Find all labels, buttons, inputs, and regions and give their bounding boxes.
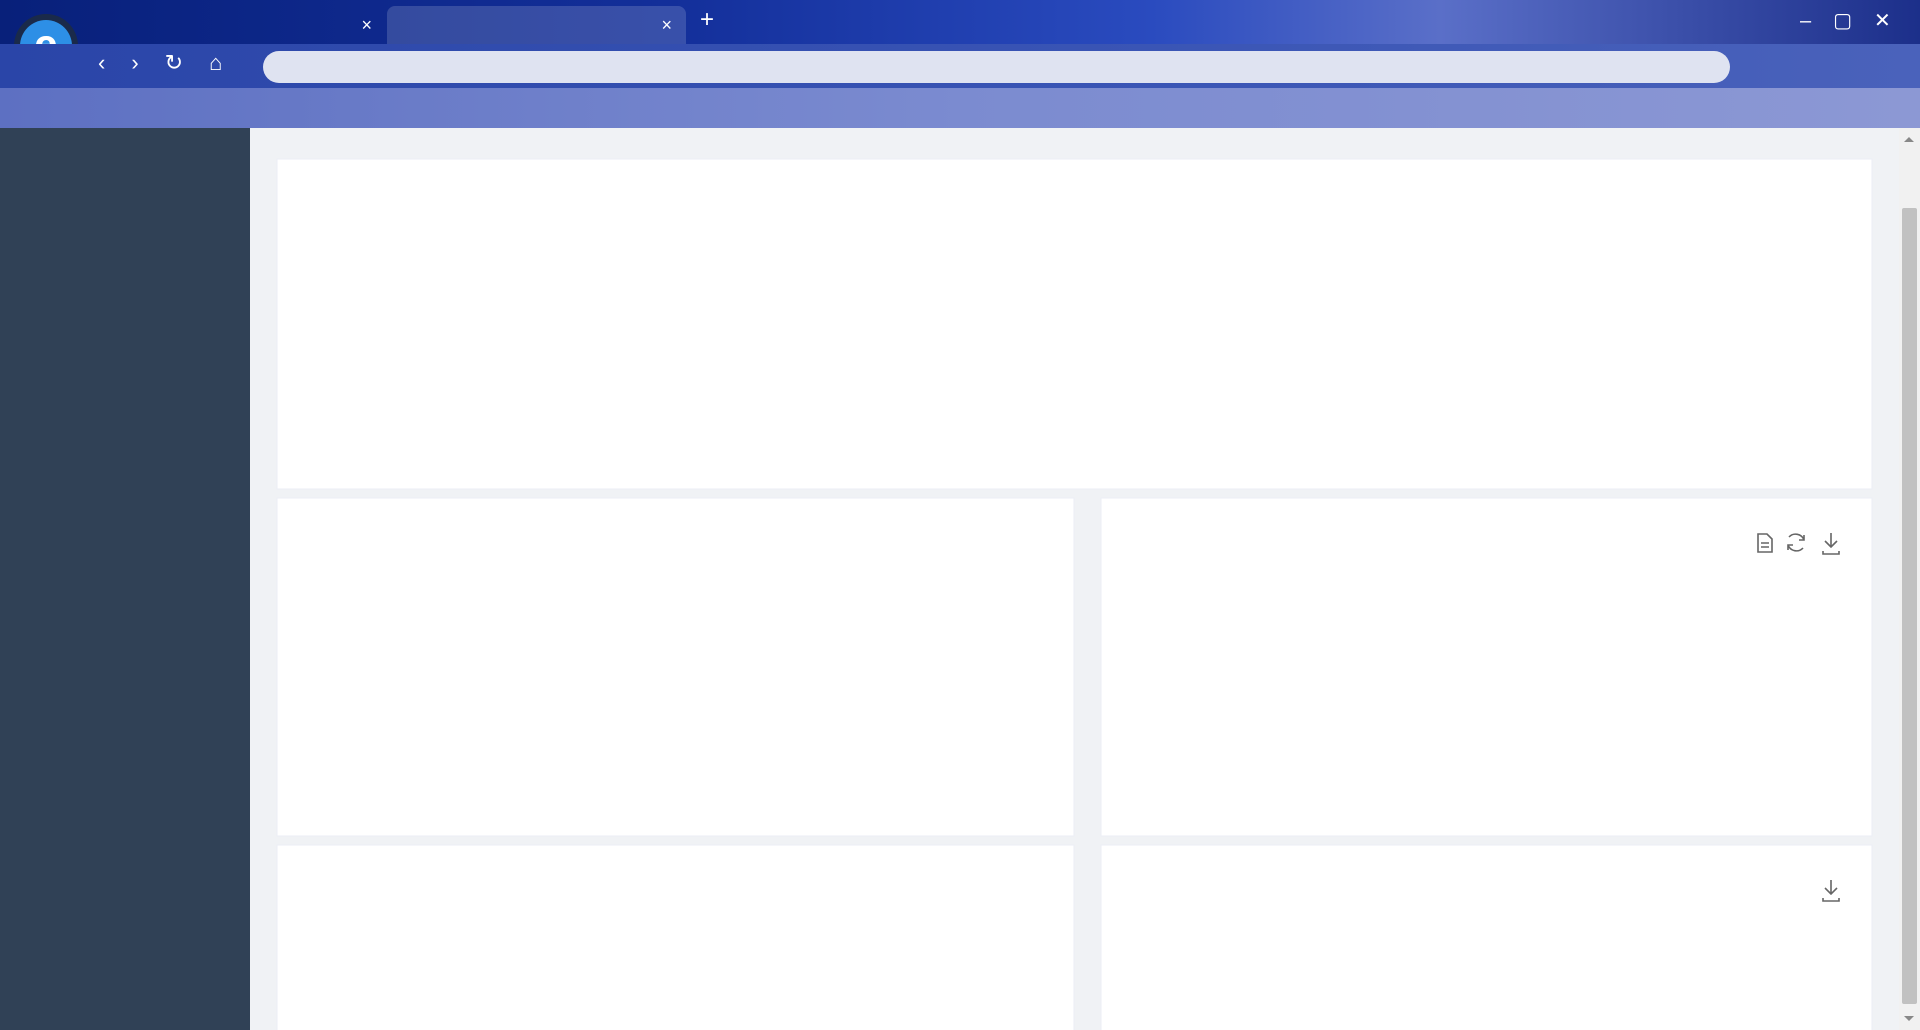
sidebar — [0, 128, 250, 1030]
data-view-icon[interactable] — [1757, 533, 1773, 553]
bookmarks-bar — [0, 88, 1920, 128]
tab-active[interactable]: × — [387, 6, 686, 44]
download-icon[interactable] — [1822, 533, 1840, 555]
download-icon[interactable] — [1822, 880, 1840, 902]
panel — [276, 497, 1075, 837]
tab-close[interactable]: × — [661, 15, 672, 35]
refresh-icon[interactable] — [1787, 533, 1805, 552]
scrollbar-thumb[interactable] — [1902, 208, 1917, 1004]
panel — [1100, 497, 1873, 837]
window-controls[interactable]: –▢✕ — [1800, 10, 1913, 32]
panel — [276, 844, 1075, 1030]
new-tab[interactable]: + — [700, 6, 715, 33]
tab-close[interactable]: × — [361, 15, 372, 35]
panel — [276, 158, 1873, 490]
tab-bar: e × × + –▢✕ — [0, 0, 1920, 78]
tab[interactable]: × — [92, 6, 386, 44]
panel — [1100, 844, 1873, 1030]
url-box[interactable] — [263, 51, 1730, 83]
nav-buttons[interactable]: ‹›↻⌂ — [98, 50, 249, 75]
toolbox[interactable] — [1757, 533, 1840, 902]
